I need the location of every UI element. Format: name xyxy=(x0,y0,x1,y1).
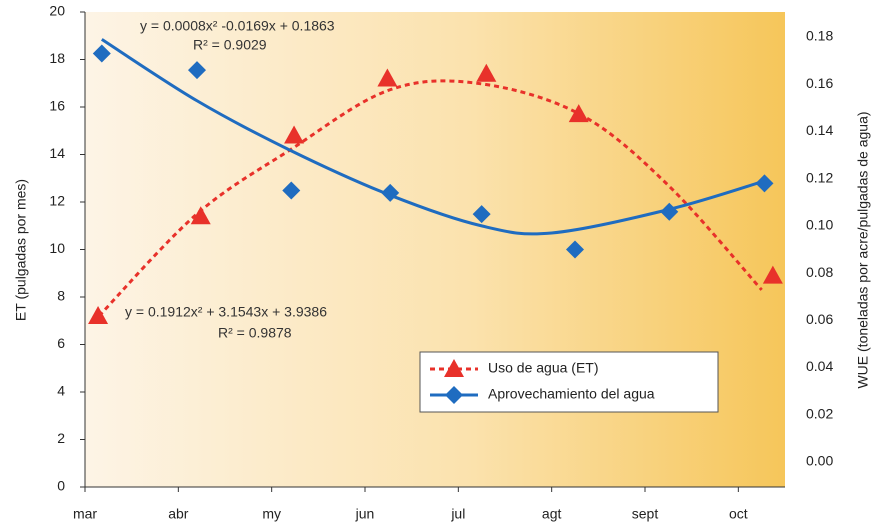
y-tick-label: 10 xyxy=(49,240,65,256)
x-tick-label: abr xyxy=(168,506,189,522)
y2-tick-label: 0.10 xyxy=(806,217,833,233)
x-tick-label: oct xyxy=(729,506,748,522)
annotation: y = 0.0008x² -0.0169x + 0.1863 xyxy=(140,18,335,34)
marker-diamond xyxy=(472,205,491,224)
y2-tick-label: 0.06 xyxy=(806,311,833,327)
legend-label: Uso de agua (ET) xyxy=(488,360,599,376)
x-tick-label: jun xyxy=(355,506,375,522)
legend-marker xyxy=(444,359,464,377)
x-tick-label: sept xyxy=(632,506,659,522)
y-tick-label: 4 xyxy=(57,383,65,399)
y-tick-label: 12 xyxy=(49,193,65,209)
y2-tick-label: 0.12 xyxy=(806,169,833,185)
x-tick-label: jul xyxy=(450,506,465,522)
y2-tick-label: 0.16 xyxy=(806,75,833,91)
legend-box xyxy=(419,351,719,413)
trend-line xyxy=(100,38,765,236)
marker-diamond xyxy=(566,240,584,259)
annotation: y = 0.1912x² + 3.1543x + 3.9386 xyxy=(125,304,327,320)
legend-marker xyxy=(445,386,463,404)
marker-diamond xyxy=(188,61,206,80)
marker-diamond xyxy=(92,44,111,63)
marker-triangle xyxy=(88,306,109,324)
marker-triangle xyxy=(377,68,398,87)
y-tick-label: 14 xyxy=(49,145,65,161)
marker-triangle xyxy=(284,125,305,144)
marker-triangle xyxy=(190,206,211,225)
annotation: R² = 0.9878 xyxy=(218,325,292,341)
marker-diamond xyxy=(381,183,400,202)
marker-triangle xyxy=(568,104,589,123)
y2-tick-label: 0.02 xyxy=(806,405,833,421)
marker-diamond xyxy=(660,202,679,221)
marker-triangle xyxy=(762,265,783,284)
y2-tick-label: 0.18 xyxy=(806,28,833,44)
y2-tick-label: 0.00 xyxy=(806,453,833,469)
y-tick-label: 0 xyxy=(57,478,65,494)
y2-axis-title: WUE (toneladas por acre/pulgadas de agua… xyxy=(855,111,871,388)
y-tick-label: 2 xyxy=(57,430,65,446)
y-axis-title: ET (pulgadas por mes) xyxy=(13,179,29,321)
y-tick-label: 18 xyxy=(49,50,65,66)
marker-triangle xyxy=(476,63,497,82)
y-tick-label: 6 xyxy=(57,335,65,351)
marker-diamond xyxy=(282,181,301,200)
y-tick-label: 20 xyxy=(49,3,65,19)
y2-tick-label: 0.04 xyxy=(806,358,833,374)
y-tick-label: 8 xyxy=(57,288,65,304)
y2-tick-label: 0.08 xyxy=(806,264,833,280)
x-tick-label: agt xyxy=(542,506,562,522)
marker-diamond xyxy=(755,174,774,193)
x-tick-label: my xyxy=(262,506,281,522)
y2-tick-label: 0.14 xyxy=(806,122,833,138)
y-tick-label: 16 xyxy=(49,98,65,114)
x-tick-label: mar xyxy=(73,506,97,522)
legend-label: Aprovechamiento del agua xyxy=(488,386,655,402)
annotation: R² = 0.9029 xyxy=(193,37,267,53)
plot-area xyxy=(85,12,785,487)
